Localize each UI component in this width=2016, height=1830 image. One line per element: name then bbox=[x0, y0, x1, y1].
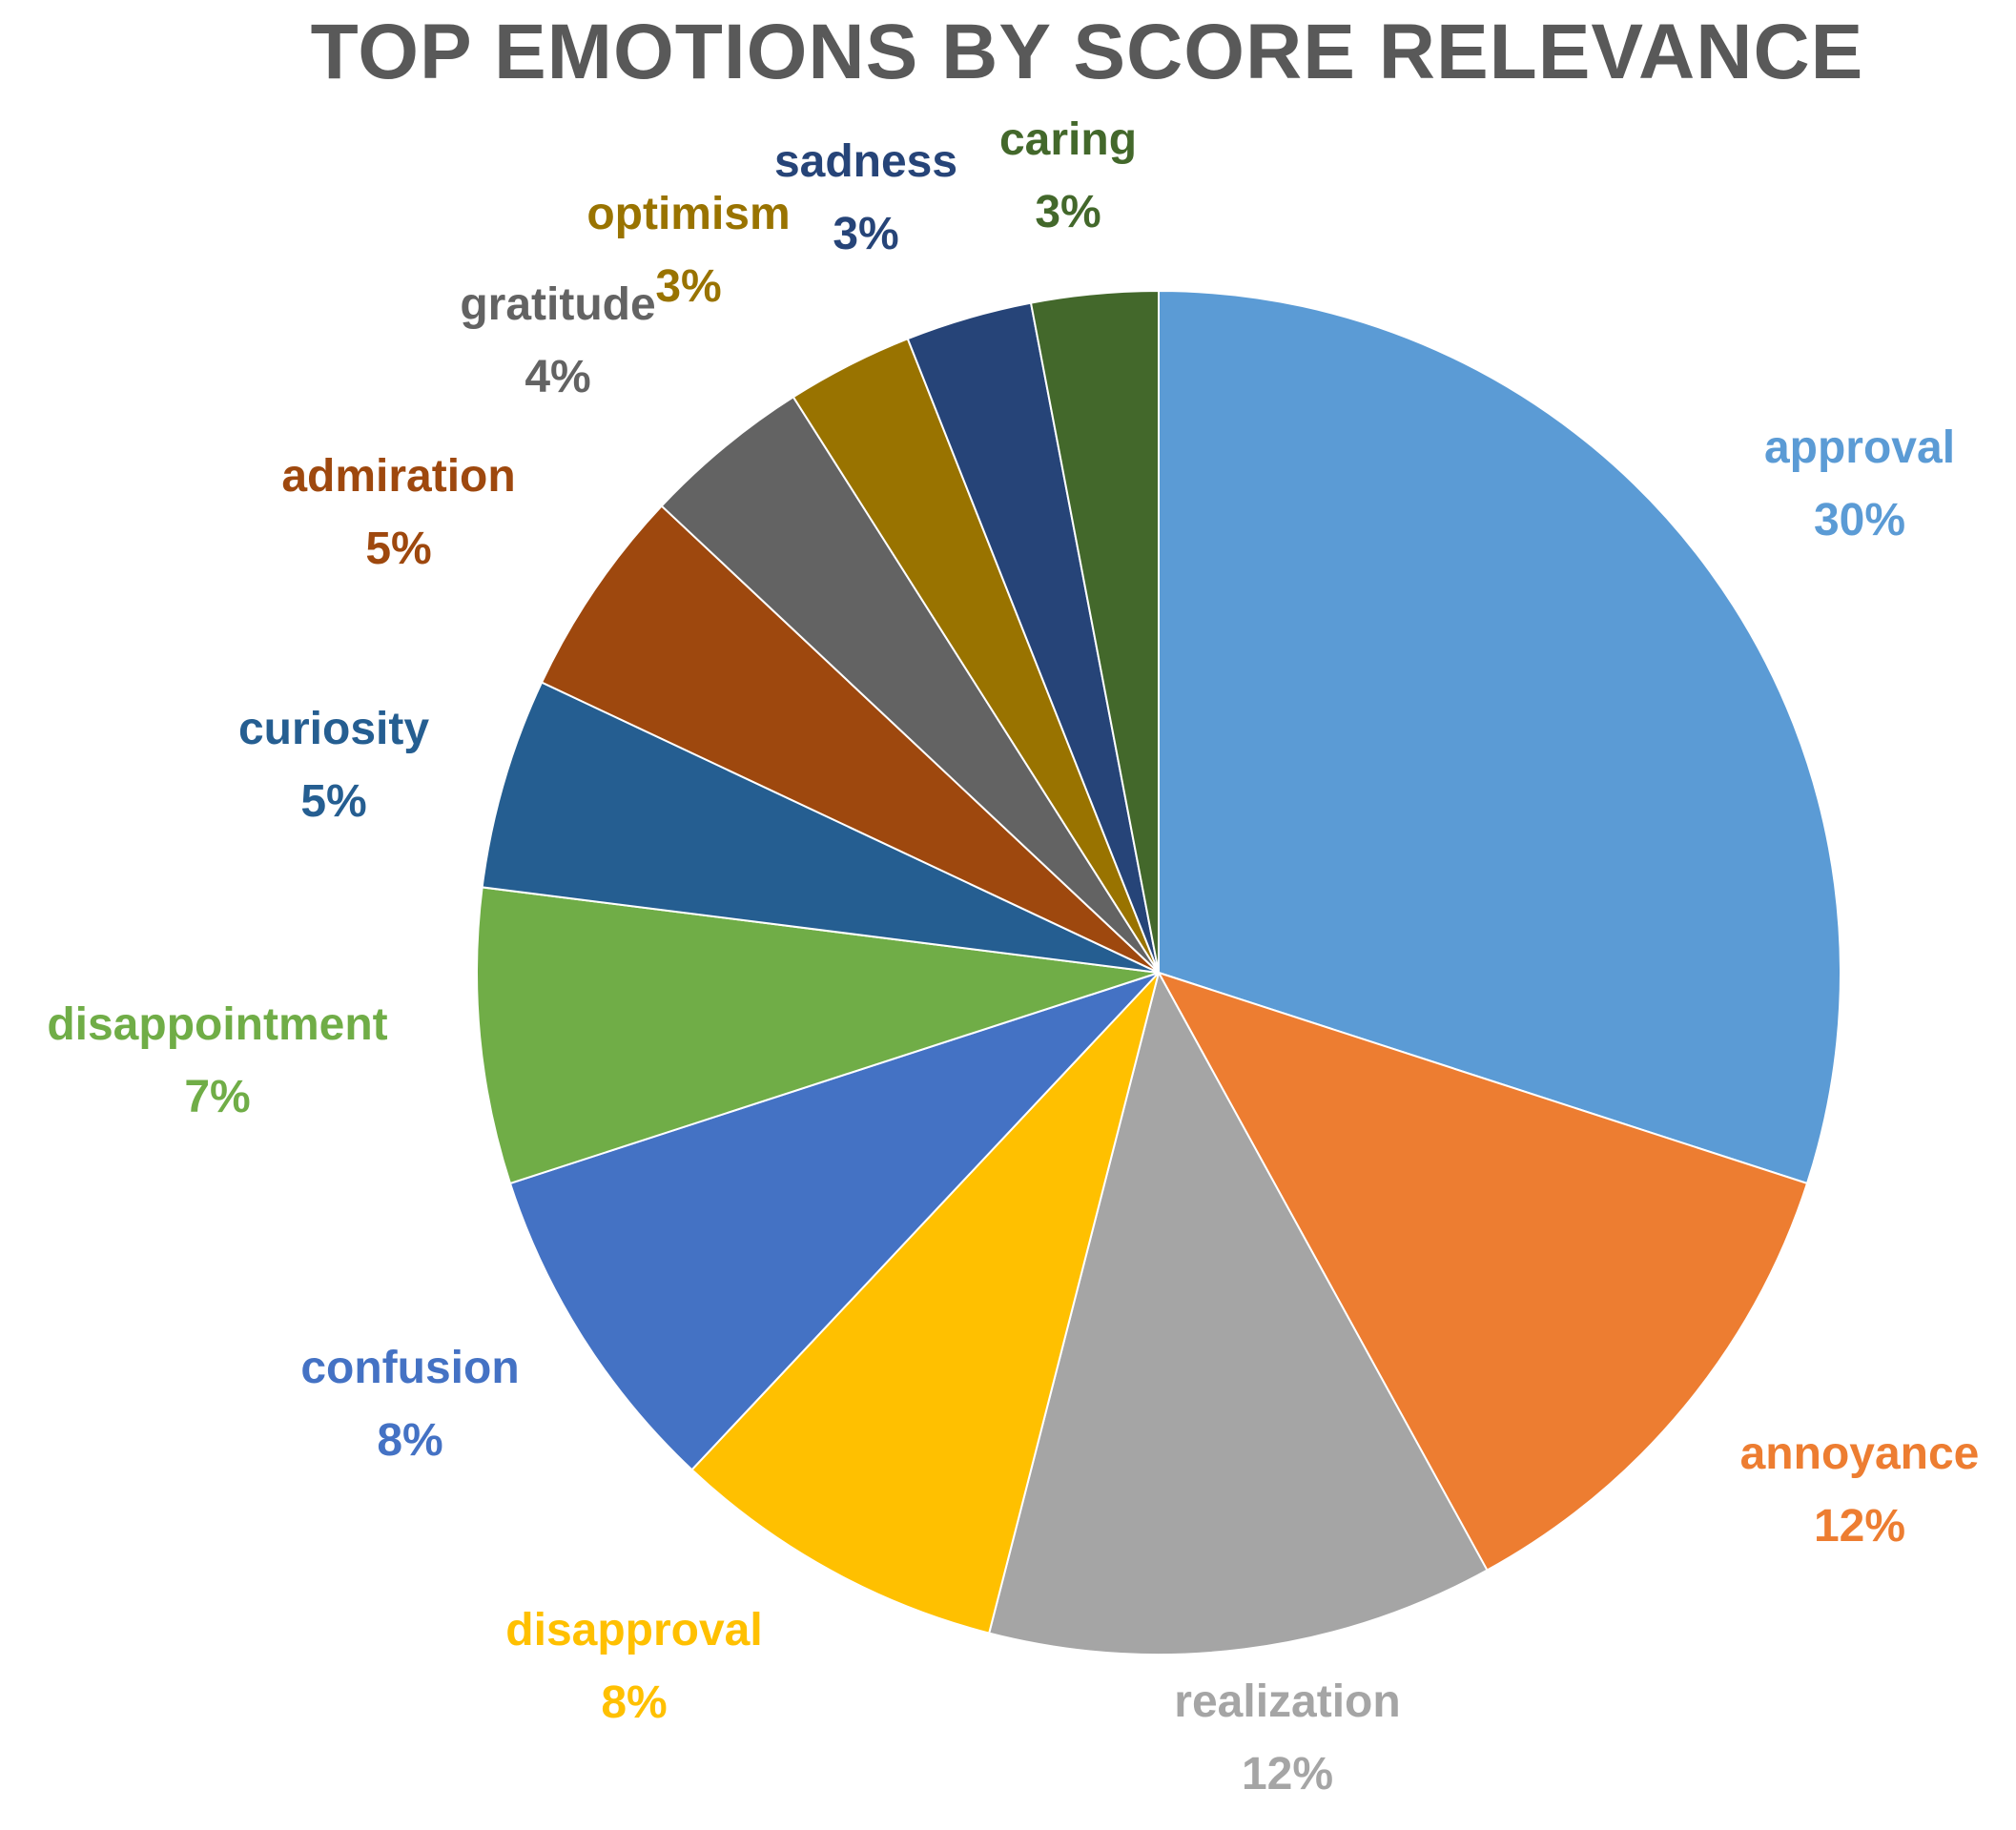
pie-labels: approval 30% annoyance 12% realization 12% dis… bbox=[47, 114, 1979, 1799]
slice-percent-disappointment: 7% bbox=[184, 1072, 250, 1122]
chart-title: TOP EMOTIONS BY SCORE RELEVANCE bbox=[310, 9, 1864, 95]
pie-slice-gratitude bbox=[660, 395, 1160, 974]
slice-label-admiration: admiration bbox=[281, 451, 515, 502]
pie-slice-disappointment bbox=[476, 886, 1160, 1185]
slice-label-caring: caring bbox=[999, 114, 1137, 165]
slice-label-realization: realization bbox=[1174, 1676, 1400, 1727]
slice-label-disapproval: disapproval bbox=[505, 1605, 762, 1655]
slice-percent-sadness: 3% bbox=[833, 209, 898, 259]
slice-percent-annoyance: 12% bbox=[1814, 1501, 1905, 1552]
pie-slice-curiosity bbox=[481, 681, 1160, 974]
slice-percent-admiration: 5% bbox=[365, 524, 431, 574]
slice-label-annoyance: annoyance bbox=[1740, 1429, 1980, 1479]
slice-percent-caring: 3% bbox=[1035, 187, 1101, 237]
slice-percent-disapproval: 8% bbox=[601, 1677, 667, 1728]
pie-slice-realization bbox=[987, 970, 1489, 1655]
pie-slice-annoyance bbox=[1156, 971, 1809, 1572]
pie-slice-admiration bbox=[540, 504, 1160, 974]
slice-percent-gratitude: 4% bbox=[525, 352, 590, 402]
pie-slice-approval bbox=[1158, 289, 1841, 1185]
pie-slice-caring bbox=[1029, 289, 1160, 974]
slice-label-disappointment: disappointment bbox=[47, 999, 387, 1050]
slice-label-approval: approval bbox=[1764, 422, 1955, 473]
slice-label-confusion: confusion bbox=[300, 1343, 519, 1393]
slice-percent-optimism: 3% bbox=[655, 261, 721, 312]
slice-label-optimism: optimism bbox=[586, 189, 790, 239]
slice-percent-approval: 30% bbox=[1814, 495, 1905, 545]
slice-label-sadness: sadness bbox=[774, 136, 957, 187]
slice-percent-confusion: 8% bbox=[377, 1415, 442, 1466]
slice-percent-realization: 12% bbox=[1242, 1749, 1333, 1799]
pie-slices bbox=[476, 289, 1841, 1655]
slice-label-curiosity: curiosity bbox=[238, 704, 429, 754]
pie-slice-confusion bbox=[508, 972, 1160, 1471]
slice-percent-curiosity: 5% bbox=[300, 776, 366, 827]
pie-slice-disapproval bbox=[690, 972, 1160, 1635]
slice-label-gratitude: gratitude bbox=[460, 279, 655, 330]
